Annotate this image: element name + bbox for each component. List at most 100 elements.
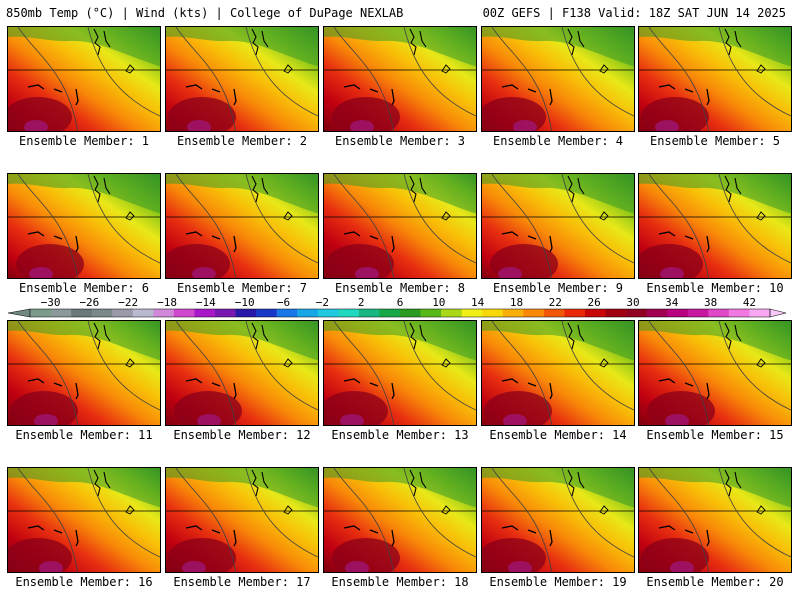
colorbar-swatch xyxy=(256,309,277,317)
colorbar-swatch xyxy=(112,309,134,317)
colorbar-swatch xyxy=(667,309,689,317)
ensemble-member-label: Ensemble Member: 17 xyxy=(173,575,311,589)
ensemble-member-map xyxy=(165,173,319,279)
colorbar-tick-label: 2 xyxy=(358,296,365,309)
ensemble-member-label: Ensemble Member: 19 xyxy=(489,575,627,589)
colorbar-tick-label: 14 xyxy=(471,296,485,309)
colorbar-max-arrow xyxy=(769,308,787,318)
colorbar-swatch xyxy=(132,309,154,317)
ensemble-member-label: Ensemble Member: 2 xyxy=(176,134,308,148)
ensemble-member-map xyxy=(481,173,635,279)
colorbar-swatch xyxy=(420,309,442,317)
ensemble-member-map xyxy=(481,26,635,132)
colorbar-tick-label: −26 xyxy=(79,296,99,309)
ensemble-member-label: Ensemble Member: 18 xyxy=(331,575,469,589)
colorbar-swatch xyxy=(605,309,627,317)
ensemble-member-label: Ensemble Member: 3 xyxy=(334,134,466,148)
ensemble-member-map xyxy=(7,26,161,132)
colorbar-swatch xyxy=(708,309,730,317)
colorbar-tick-label: −10 xyxy=(235,296,255,309)
colorbar-swatch xyxy=(30,309,51,317)
ensemble-member-map xyxy=(481,320,635,426)
ensemble-member-label: Ensemble Member: 14 xyxy=(489,428,627,442)
ensemble-member-map xyxy=(7,467,161,573)
colorbar-min-arrow xyxy=(7,308,31,318)
colorbar-swatch xyxy=(482,309,504,317)
map-title: 850mb Temp (°C) | Wind (kts) | College o… xyxy=(6,6,404,20)
colorbar-swatch xyxy=(215,309,236,317)
colorbar-tick-label: −30 xyxy=(41,296,61,309)
colorbar-swatch xyxy=(441,309,462,317)
ensemble-member-map xyxy=(323,173,477,279)
colorbar-swatch xyxy=(276,309,298,317)
ensemble-member-map xyxy=(7,320,161,426)
ensemble-member-label: Ensemble Member: 5 xyxy=(649,134,781,148)
ensemble-member-label: Ensemble Member: 8 xyxy=(334,281,466,295)
ensemble-member-map xyxy=(323,26,477,132)
ensemble-member-map xyxy=(323,320,477,426)
ensemble-member-label: Ensemble Member: 20 xyxy=(646,575,784,589)
temperature-colorbar: −30 −26 −22 −18 −14 −10 −6 −2 2 6 10 14 18 22 26 30 34 38… xyxy=(0,296,800,324)
colorbar-swatch xyxy=(71,309,92,317)
colorbar-tick-label: −6 xyxy=(277,296,290,309)
colorbar-swatch xyxy=(235,309,257,317)
colorbar-swatch xyxy=(502,309,524,317)
ensemble-member-map xyxy=(7,173,161,279)
colorbar-swatch xyxy=(646,309,668,317)
colorbar-swatch xyxy=(543,309,565,317)
colorbar-swatch xyxy=(317,309,339,317)
ensemble-member-map xyxy=(481,467,635,573)
ensemble-member-label: Ensemble Member: 15 xyxy=(646,428,784,442)
colorbar-swatch xyxy=(461,309,483,317)
colorbar-swatch xyxy=(523,309,545,317)
colorbar-tick-label: 42 xyxy=(743,296,756,309)
ensemble-member-label: Ensemble Member: 16 xyxy=(15,575,153,589)
ensemble-member-label: Ensemble Member: 6 xyxy=(18,281,150,295)
colorbar-tick-label: −22 xyxy=(118,296,138,309)
ensemble-member-label: Ensemble Member: 12 xyxy=(173,428,311,442)
colorbar-tick-label: 10 xyxy=(432,296,445,309)
ensemble-member-label: Ensemble Member: 13 xyxy=(331,428,469,442)
ensemble-member-label: Ensemble Member: 11 xyxy=(15,428,153,442)
model-run-valid-time: 00Z GEFS | F138 Valid: 18Z SAT JUN 14 20… xyxy=(482,6,786,20)
colorbar-swatch xyxy=(338,309,360,317)
colorbar-swatch xyxy=(400,309,421,317)
colorbar-swatch xyxy=(564,309,586,317)
colorbar-tick-label: 6 xyxy=(397,296,404,309)
ensemble-member-map xyxy=(638,467,792,573)
ensemble-member-label: Ensemble Member: 4 xyxy=(492,134,624,148)
colorbar-swatch xyxy=(297,309,319,317)
ensemble-member-map xyxy=(165,320,319,426)
ensemble-member-label: Ensemble Member: 9 xyxy=(492,281,624,295)
colorbar-tick-label: −14 xyxy=(196,296,216,309)
ensemble-member-map xyxy=(165,26,319,132)
colorbar-swatch xyxy=(358,309,380,317)
colorbar-swatch xyxy=(687,309,709,317)
ensemble-member-map xyxy=(638,26,792,132)
ensemble-member-label: Ensemble Member: 7 xyxy=(176,281,308,295)
ensemble-member-map xyxy=(323,467,477,573)
colorbar-tick-label: 18 xyxy=(510,296,523,309)
ensemble-member-map xyxy=(638,320,792,426)
colorbar-swatch xyxy=(194,309,216,317)
colorbar-swatch xyxy=(173,309,195,317)
colorbar-swatch xyxy=(379,309,401,317)
colorbar-tick-label: 26 xyxy=(588,296,601,309)
colorbar-swatch xyxy=(749,309,771,317)
colorbar-swatch xyxy=(153,309,175,317)
ensemble-member-map xyxy=(165,467,319,573)
colorbar-tick-label: 34 xyxy=(665,296,679,309)
colorbar-swatch xyxy=(728,309,750,317)
colorbar-tick-label: −18 xyxy=(157,296,177,309)
colorbar-swatch xyxy=(585,309,606,317)
colorbar-swatch xyxy=(626,309,647,317)
colorbar-tick-label: 38 xyxy=(704,296,717,309)
ensemble-member-map xyxy=(638,173,792,279)
colorbar-tick-label: −2 xyxy=(316,296,329,309)
colorbar-tick-label: 30 xyxy=(626,296,639,309)
colorbar-tick-label: 22 xyxy=(549,296,562,309)
colorbar-swatch xyxy=(91,309,113,317)
colorbar-swatch xyxy=(50,309,72,317)
ensemble-member-label: Ensemble Member: 10 xyxy=(646,281,784,295)
ensemble-member-label: Ensemble Member: 1 xyxy=(18,134,150,148)
